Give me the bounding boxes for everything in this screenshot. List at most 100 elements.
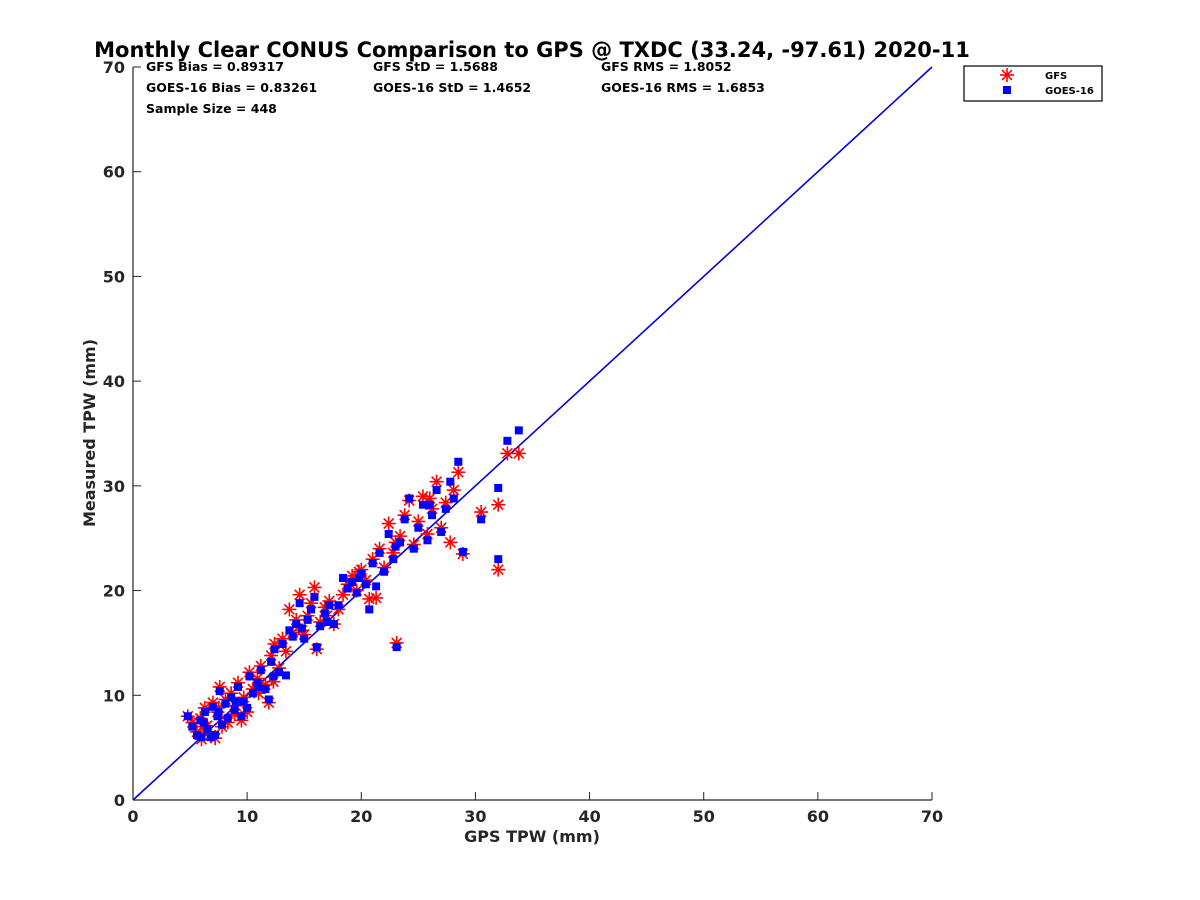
goes-std-text: GOES-16 StD = 1.4652 xyxy=(373,80,531,95)
x-tick-label: 40 xyxy=(578,807,600,826)
goes-point xyxy=(372,582,381,591)
goes-point xyxy=(269,672,278,681)
goes-point xyxy=(339,574,348,583)
goes-point xyxy=(192,731,201,740)
goes-point xyxy=(405,494,414,503)
goes-bias-text: GOES-16 Bias = 0.83261 xyxy=(146,80,317,95)
goes-point xyxy=(437,527,446,536)
goes-point xyxy=(423,536,432,545)
goes-point xyxy=(446,477,455,486)
goes-point xyxy=(267,657,276,666)
goes-point xyxy=(458,547,467,556)
goes-point xyxy=(234,682,243,691)
goes-point xyxy=(365,605,374,614)
goes-point xyxy=(449,494,458,503)
goes-point xyxy=(206,733,215,742)
gfs-rms-text: GFS RMS = 1.8052 xyxy=(601,59,732,74)
gfs-point xyxy=(491,497,506,512)
axes xyxy=(132,67,932,801)
goes-point xyxy=(384,530,393,539)
goes-point xyxy=(355,574,364,583)
gfs-std-text: GFS StD = 1.5688 xyxy=(373,59,498,74)
goes-point xyxy=(253,678,262,687)
goes-point xyxy=(303,615,312,624)
stats-annotations: GFS Bias = 0.89317 GFS StD = 1.5688 GFS … xyxy=(146,59,765,116)
legend-gfs-label: GFS xyxy=(1045,71,1067,82)
x-tick-label: 20 xyxy=(350,807,372,826)
x-tick-label: 10 xyxy=(236,807,258,826)
goes-point xyxy=(292,620,301,629)
gfs-point xyxy=(381,516,396,531)
gfs-point xyxy=(474,505,489,520)
y-tick-label: 20 xyxy=(103,582,125,601)
goes-point xyxy=(256,666,265,675)
goes-point xyxy=(221,699,230,708)
goes-point xyxy=(503,436,512,445)
goes-point xyxy=(454,457,463,466)
goes-point xyxy=(261,685,270,694)
goes-point xyxy=(432,486,441,495)
goes-point xyxy=(223,714,232,723)
goes-point xyxy=(343,584,352,593)
y-tick-label: 60 xyxy=(103,163,125,182)
goes-point xyxy=(214,708,223,717)
goes-point xyxy=(375,548,384,557)
goes-point xyxy=(348,578,357,587)
goes-point xyxy=(316,622,325,631)
goes-point xyxy=(320,609,329,618)
goes-point xyxy=(418,500,427,509)
goes-point xyxy=(230,705,239,714)
gfs-point xyxy=(443,535,458,550)
goes-point xyxy=(288,632,297,641)
y-tick-label: 30 xyxy=(103,477,125,496)
data-points-layer xyxy=(180,426,526,747)
y-tick-label: 10 xyxy=(103,686,125,705)
legend-goes-label: GOES-16 xyxy=(1045,86,1094,97)
goes-point xyxy=(248,689,257,698)
goes-point xyxy=(312,643,321,652)
goes-point xyxy=(281,671,290,680)
goes-point xyxy=(428,511,437,520)
goes-point xyxy=(392,643,401,652)
x-tick-label: 50 xyxy=(693,807,715,826)
x-axis-label: GPS TPW (mm) xyxy=(464,827,600,846)
goes-point xyxy=(334,601,343,610)
goes-point xyxy=(414,523,423,532)
x-tick-label: 60 xyxy=(807,807,829,826)
goes-point xyxy=(199,718,208,727)
goes-point xyxy=(203,724,212,733)
goes-point xyxy=(239,697,248,706)
goes-point xyxy=(183,712,192,721)
goes-point xyxy=(295,599,304,608)
y-tick-label: 0 xyxy=(114,791,125,810)
legend-gfs-marker-icon xyxy=(1000,68,1014,82)
gfs-point xyxy=(500,446,515,461)
y-tick-label: 50 xyxy=(103,267,125,286)
goes-point xyxy=(218,720,227,729)
goes-point xyxy=(300,634,309,643)
goes-point xyxy=(409,544,418,553)
goes-point xyxy=(227,693,236,702)
goes-point xyxy=(514,426,523,435)
goes-point xyxy=(391,542,400,551)
goes-point xyxy=(400,515,409,524)
gfs-point xyxy=(511,446,526,461)
goes-point xyxy=(368,559,377,568)
goes-point xyxy=(237,712,246,721)
goes-point xyxy=(278,639,287,648)
legend-gfs-asterisk xyxy=(1000,68,1014,82)
goes-point xyxy=(494,483,503,492)
goes-point xyxy=(285,626,294,635)
goes-point xyxy=(264,695,273,704)
goes-point xyxy=(323,617,332,626)
y-axis-label: Measured TPW (mm) xyxy=(80,339,99,527)
goes-point xyxy=(494,555,503,564)
x-tick-label: 70 xyxy=(921,807,943,826)
goes-point xyxy=(477,515,486,524)
legend-goes-marker-icon xyxy=(1003,86,1011,94)
goes-rms-text: GOES-16 RMS = 1.6853 xyxy=(601,80,765,95)
legend: GFS GOES-16 xyxy=(963,65,1103,102)
goes-point xyxy=(425,500,434,509)
goes-point xyxy=(188,722,197,731)
